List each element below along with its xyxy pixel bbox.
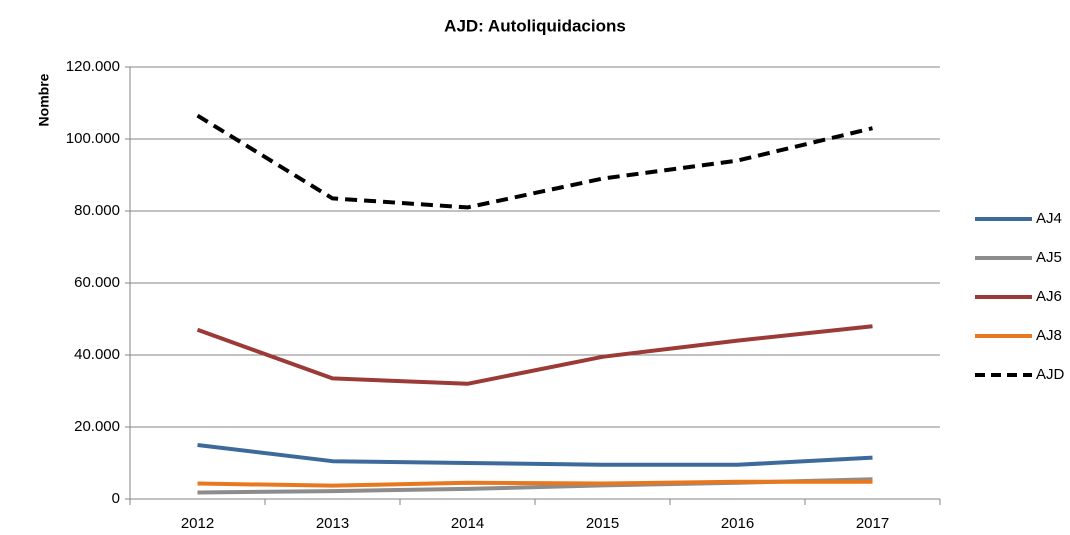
x-tick-label: 2013 [316, 515, 349, 532]
series-line [196, 324, 873, 386]
series-line [197, 479, 873, 488]
y-axis-title: Nombre [36, 73, 52, 126]
y-tick-label: 120.000 [66, 58, 120, 75]
y-tick-label: 60.000 [74, 274, 120, 291]
series-line [196, 113, 873, 210]
x-tick-label: 2012 [181, 515, 214, 532]
legend-label: AJ4 [1036, 210, 1062, 227]
y-tick-label: 80.000 [74, 202, 120, 219]
series-line [197, 443, 873, 467]
legend-label: AJ6 [1036, 288, 1062, 305]
y-tick-label: 0 [112, 490, 120, 507]
y-tick-label: 20.000 [74, 418, 120, 435]
y-tick-label: 40.000 [74, 346, 120, 363]
chart-title: AJD: Autoliquidacions [444, 16, 626, 35]
legend-label: AJD [1036, 366, 1065, 383]
legend-label: AJ8 [1036, 327, 1062, 344]
legend-label: AJ5 [1036, 249, 1062, 266]
x-tick-label: 2017 [856, 515, 889, 532]
x-tick-label: 2014 [451, 515, 484, 532]
x-tick-label: 2016 [721, 515, 754, 532]
y-tick-label: 100.000 [66, 130, 120, 147]
x-tick-label: 2015 [586, 515, 619, 532]
